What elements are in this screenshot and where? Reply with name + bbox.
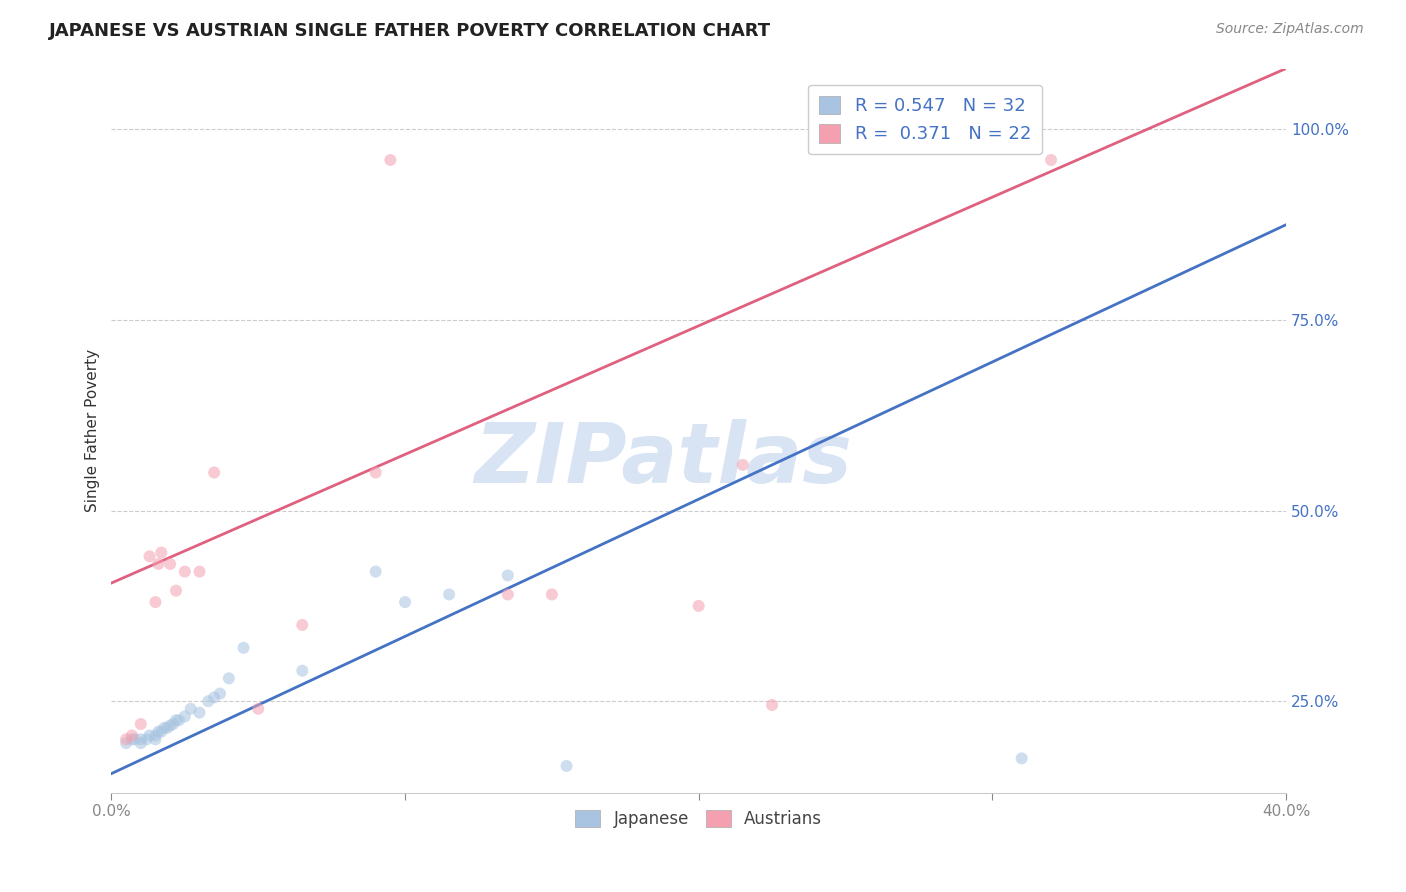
Point — [380, 153, 402, 167]
Point — [364, 565, 387, 579]
Point — [247, 702, 270, 716]
Point — [1040, 153, 1063, 167]
Text: Source: ZipAtlas.com: Source: ZipAtlas.com — [1216, 22, 1364, 37]
Point — [291, 618, 314, 632]
Point — [209, 687, 232, 701]
Point — [153, 721, 176, 735]
Point — [180, 702, 202, 716]
Point — [394, 595, 416, 609]
Point — [731, 458, 754, 472]
Point — [159, 557, 181, 571]
Point — [496, 587, 519, 601]
Point — [167, 713, 190, 727]
Point — [162, 717, 184, 731]
Point — [138, 729, 160, 743]
Point — [156, 721, 179, 735]
Point — [437, 587, 460, 601]
Legend: Japanese, Austrians: Japanese, Austrians — [568, 804, 828, 835]
Point — [188, 706, 211, 720]
Point — [173, 709, 195, 723]
Point — [202, 690, 225, 705]
Point — [148, 557, 170, 571]
Text: ZIPatlas: ZIPatlas — [474, 419, 852, 500]
Point — [218, 671, 240, 685]
Point — [150, 545, 173, 559]
Point — [145, 732, 167, 747]
Point — [173, 565, 195, 579]
Point — [145, 729, 167, 743]
Point — [188, 565, 211, 579]
Point — [165, 713, 187, 727]
Point — [197, 694, 219, 708]
Point — [364, 466, 387, 480]
Point — [124, 732, 146, 747]
Point — [1011, 751, 1033, 765]
Point — [135, 732, 157, 747]
Point — [291, 664, 314, 678]
Point — [145, 595, 167, 609]
Point — [165, 583, 187, 598]
Point — [496, 568, 519, 582]
Point — [115, 732, 138, 747]
Point — [148, 724, 170, 739]
Text: JAPANESE VS AUSTRIAN SINGLE FATHER POVERTY CORRELATION CHART: JAPANESE VS AUSTRIAN SINGLE FATHER POVER… — [49, 22, 772, 40]
Point — [202, 466, 225, 480]
Point — [232, 640, 254, 655]
Point — [541, 587, 564, 601]
Point — [115, 736, 138, 750]
Point — [121, 729, 143, 743]
Point — [129, 717, 152, 731]
Point — [688, 599, 710, 613]
Point — [159, 718, 181, 732]
Point — [138, 549, 160, 564]
Point — [150, 724, 173, 739]
Point — [555, 759, 578, 773]
Point — [129, 736, 152, 750]
Point — [121, 732, 143, 747]
Point — [761, 698, 783, 712]
Point — [129, 732, 152, 747]
Y-axis label: Single Father Poverty: Single Father Poverty — [86, 349, 100, 512]
